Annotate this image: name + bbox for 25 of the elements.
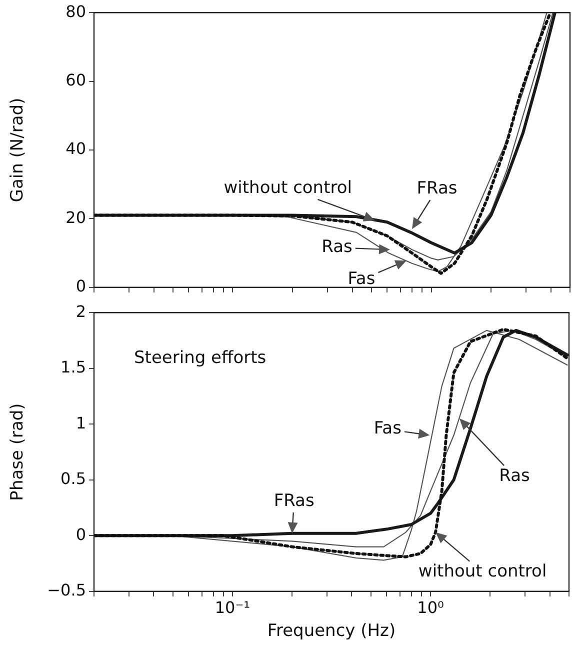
- annotation: Ras: [499, 466, 530, 486]
- y-tick-label: 0: [76, 276, 86, 296]
- annotation: FRas: [416, 178, 458, 198]
- y-tick-label: 0: [76, 524, 86, 544]
- y-tick-label: 1: [76, 413, 86, 432]
- annotation: without control: [418, 562, 547, 582]
- annotation: without control: [224, 178, 352, 198]
- y-tick-label: −0.5: [47, 580, 86, 600]
- annotation: Ras: [322, 237, 353, 258]
- annotation: Fas: [348, 269, 376, 290]
- x-tick-label: 10⁻¹: [214, 598, 250, 618]
- annotation: Fas: [374, 418, 402, 439]
- y-tick-label: 2: [76, 302, 86, 321]
- y-tick-label: 60: [66, 70, 86, 90]
- y-tick-label: 1.5: [60, 358, 86, 377]
- y-tick-label: 0.5: [60, 469, 86, 488]
- annotation: FRas: [274, 490, 314, 511]
- y-tick-label: 20: [66, 208, 86, 227]
- y-axis-title: Phase (rad): [8, 403, 28, 501]
- y-tick-label: 80: [66, 2, 86, 21]
- y-axis-title: Gain (N/rad): [8, 98, 28, 202]
- y-tick-label: 40: [66, 139, 86, 158]
- x-axis-title: Frequency (Hz): [267, 621, 396, 642]
- annotation: Steering efforts: [134, 348, 266, 368]
- x-tick-label: 10⁰: [417, 598, 444, 618]
